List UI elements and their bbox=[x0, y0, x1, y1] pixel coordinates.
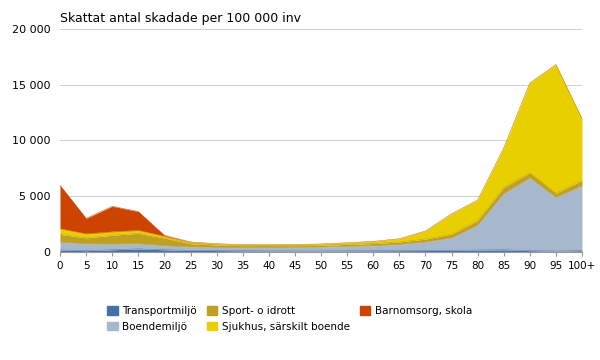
Legend: Transportmiljö, Boendemiljö, Sport- o idrott, Sjukhus, särskilt boende, Barnomso: Transportmiljö, Boendemiljö, Sport- o id… bbox=[107, 306, 472, 332]
Text: Skattat antal skadade per 100 000 inv: Skattat antal skadade per 100 000 inv bbox=[60, 12, 301, 25]
